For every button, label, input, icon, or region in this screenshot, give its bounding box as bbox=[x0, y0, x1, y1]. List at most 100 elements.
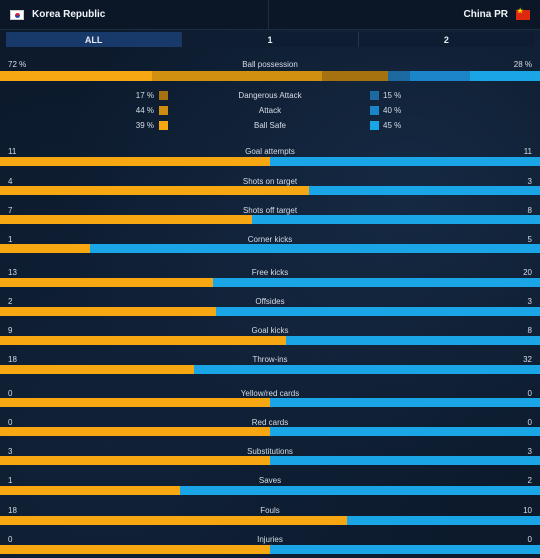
stat-away-value: 20 bbox=[523, 268, 532, 277]
stat-label: Saves bbox=[258, 476, 282, 485]
stat-away-value: 3 bbox=[527, 177, 532, 186]
stat-home-value: 7 bbox=[8, 206, 13, 215]
away-team-name: China PR bbox=[463, 9, 508, 20]
stat-away-value: 0 bbox=[527, 389, 532, 398]
possession-away-safe bbox=[470, 71, 540, 81]
possession-home-dangerous bbox=[322, 71, 388, 81]
stat-home-value: 18 bbox=[8, 506, 17, 515]
stat-bar-home bbox=[0, 186, 309, 195]
stat-bar bbox=[0, 427, 540, 436]
stat-bar-home bbox=[0, 398, 270, 407]
stat-bar-away bbox=[180, 486, 540, 495]
possession-home-attack bbox=[152, 71, 322, 81]
zone-home-swatch bbox=[159, 91, 168, 100]
stat-label: Goal attempts bbox=[245, 147, 295, 156]
stat-bar-away bbox=[270, 157, 540, 166]
stat-bar-away bbox=[270, 398, 540, 407]
stat-away-value: 10 bbox=[523, 506, 532, 515]
zone-away-swatch bbox=[370, 121, 379, 130]
zone-home-value: 39 % bbox=[135, 121, 154, 130]
stat-label: Corner kicks bbox=[247, 235, 293, 244]
stat-away-value: 0 bbox=[527, 535, 532, 544]
stat-bar bbox=[0, 307, 540, 316]
stat-bar-away bbox=[252, 215, 540, 224]
zone-label: Ball Safe bbox=[253, 121, 287, 130]
stat-bar bbox=[0, 244, 540, 253]
stat-bar-home bbox=[0, 516, 348, 525]
stat-bar bbox=[0, 278, 540, 287]
stat-bar-away bbox=[308, 186, 540, 195]
zone-home-swatch bbox=[159, 121, 168, 130]
stat-bar-home bbox=[0, 365, 195, 374]
possession-home-safe bbox=[0, 71, 152, 81]
stat-away-value: 8 bbox=[527, 206, 532, 215]
stat-bar bbox=[0, 215, 540, 224]
stat-bar-away bbox=[216, 307, 540, 316]
stat-home-value: 9 bbox=[8, 326, 13, 335]
zone-home-swatch bbox=[159, 106, 168, 115]
stat-bar-home bbox=[0, 278, 213, 287]
stat-away-value: 0 bbox=[527, 418, 532, 427]
stat-bar-home bbox=[0, 307, 216, 316]
stat-bar bbox=[0, 545, 540, 554]
zone-home-value: 17 % bbox=[135, 91, 154, 100]
match-header: Korea Republic China PR bbox=[0, 0, 540, 30]
zone-away-swatch bbox=[370, 91, 379, 100]
zone-home-value: 44 % bbox=[135, 106, 154, 115]
stat-home-value: 2 bbox=[8, 297, 13, 306]
stat-bar-away bbox=[194, 365, 540, 374]
stat-label: Red cards bbox=[251, 418, 289, 427]
tab-second-half[interactable]: 2 bbox=[358, 32, 534, 47]
stat-bar-away bbox=[90, 244, 540, 253]
stat-label: Substitutions bbox=[247, 447, 293, 456]
stat-bar-away bbox=[270, 545, 540, 554]
home-team[interactable]: Korea Republic bbox=[10, 9, 105, 20]
header-divider bbox=[268, 0, 269, 30]
stat-label: Shots off target bbox=[242, 206, 298, 215]
zone-away-swatch bbox=[370, 106, 379, 115]
stat-bar bbox=[0, 486, 540, 495]
stat-label: Goal kicks bbox=[251, 326, 289, 335]
stat-label: Offsides bbox=[255, 297, 285, 306]
stat-bar-home bbox=[0, 427, 270, 436]
zone-away-value: 40 % bbox=[383, 106, 402, 115]
stat-bar bbox=[0, 157, 540, 166]
stat-bar bbox=[0, 365, 540, 374]
stat-home-value: 0 bbox=[8, 418, 13, 427]
possession-bar bbox=[0, 71, 540, 81]
stat-bar bbox=[0, 336, 540, 345]
possession-home-value: 72 % bbox=[8, 60, 27, 69]
stat-bar-home bbox=[0, 215, 252, 224]
period-tabs: ALL 1 2 bbox=[6, 32, 534, 47]
stat-away-value: 32 bbox=[523, 355, 532, 364]
stat-bar-home bbox=[0, 336, 286, 345]
stat-bar-home bbox=[0, 545, 270, 554]
home-team-name: Korea Republic bbox=[32, 9, 106, 20]
stat-bar bbox=[0, 516, 540, 525]
stat-home-value: 13 bbox=[8, 268, 17, 277]
stat-away-value: 3 bbox=[527, 297, 532, 306]
stat-label: Fouls bbox=[260, 506, 280, 515]
stat-label: Free kicks bbox=[251, 268, 289, 277]
possession-away-value: 28 % bbox=[513, 60, 532, 69]
stat-home-value: 1 bbox=[8, 476, 13, 485]
stat-bar-home bbox=[0, 456, 270, 465]
stat-home-value: 11 bbox=[8, 147, 17, 156]
stat-home-value: 0 bbox=[8, 535, 13, 544]
stat-away-value: 3 bbox=[527, 447, 532, 456]
zone-away-value: 15 % bbox=[383, 91, 402, 100]
tab-all[interactable]: ALL bbox=[6, 32, 183, 47]
possession-label: Ball possession bbox=[242, 60, 298, 69]
stat-home-value: 1 bbox=[8, 235, 13, 244]
stat-bar-away bbox=[270, 456, 540, 465]
stat-bar-home bbox=[0, 486, 180, 495]
china-flag-icon bbox=[516, 7, 530, 20]
korea-flag-icon bbox=[10, 9, 24, 20]
stat-home-value: 4 bbox=[8, 177, 13, 186]
away-team[interactable]: China PR bbox=[463, 7, 530, 20]
stat-bar-away bbox=[347, 516, 540, 525]
stat-home-value: 0 bbox=[8, 389, 13, 398]
stat-away-value: 5 bbox=[527, 235, 532, 244]
tab-first-half[interactable]: 1 bbox=[182, 32, 359, 47]
stat-away-value: 2 bbox=[527, 476, 532, 485]
